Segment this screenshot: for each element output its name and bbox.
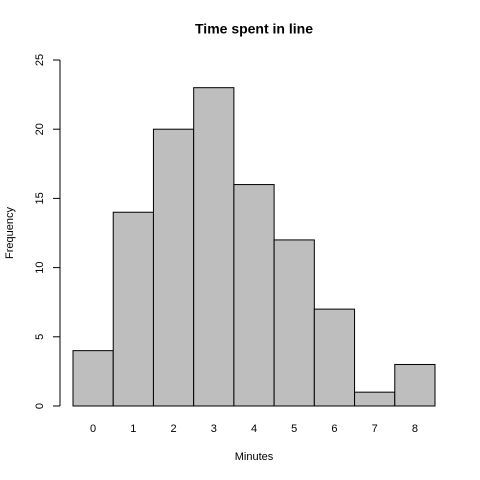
y-tick-label: 5 (34, 334, 46, 340)
x-tick-label: 0 (90, 423, 96, 435)
bar (112, 211, 154, 407)
bar (152, 128, 195, 407)
y-tick-label: 20 (34, 123, 46, 135)
bar (72, 350, 114, 407)
bar (354, 391, 396, 407)
x-tick-label: 4 (251, 423, 257, 435)
y-axis-label: Frequency (4, 207, 16, 259)
y-tick-label: 25 (34, 54, 46, 66)
x-tick-label: 7 (372, 423, 378, 435)
x-tick-label: 1 (130, 423, 136, 435)
y-tick-label: 10 (34, 261, 46, 273)
chart-title: Time spent in line (195, 21, 313, 37)
x-tick-label: 5 (291, 423, 297, 435)
bar (193, 87, 235, 407)
y-tick-label: 0 (34, 403, 46, 409)
bar (313, 308, 356, 407)
bar (394, 363, 436, 407)
bar (273, 239, 315, 407)
x-tick-label: 6 (331, 423, 337, 435)
x-tick-label: 2 (170, 423, 176, 435)
bar (233, 184, 275, 407)
x-tick-label: 3 (211, 423, 217, 435)
x-tick-label: 8 (412, 423, 418, 435)
y-tick-label: 15 (34, 192, 46, 204)
x-axis-label: Minutes (235, 451, 274, 463)
